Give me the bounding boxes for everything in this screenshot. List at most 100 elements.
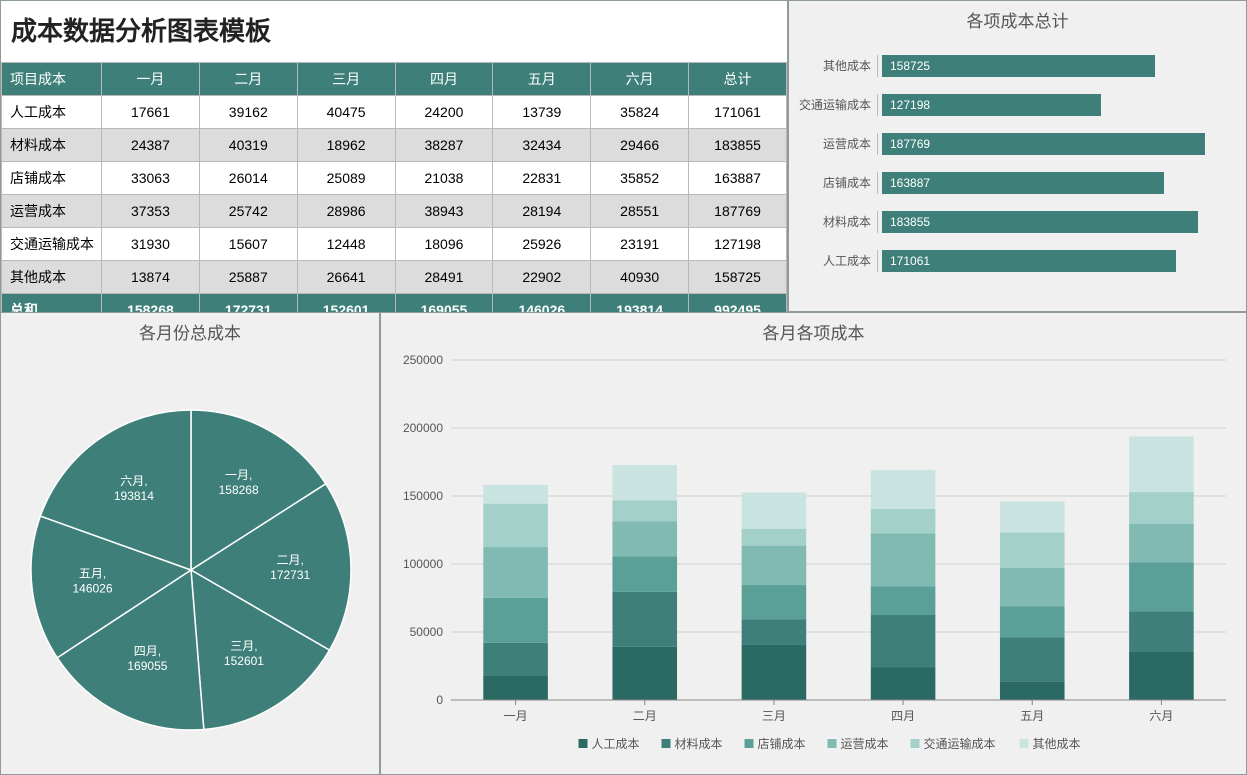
hbar-bar: 187769 [882, 133, 1205, 155]
hbar-row: 店铺成本163887 [799, 163, 1226, 202]
table-cell: 25926 [493, 228, 591, 261]
table-row: 交通运输成本3193015607124481809625926231911271… [2, 228, 787, 261]
y-axis-label: 0 [436, 693, 443, 707]
table-row-label: 人工成本 [2, 96, 102, 129]
pie-slice-label: 二月, [277, 553, 304, 567]
stacked-bar-chart: 050000100000150000200000250000一月二月三月四月五月… [381, 350, 1246, 770]
stacked-bar-segment [1129, 651, 1194, 700]
stacked-chart-title: 各月各项成本 [381, 313, 1246, 350]
x-axis-label: 四月 [891, 709, 915, 723]
hbar-track: 187769 [877, 133, 1226, 155]
stacked-bar-segment [612, 647, 677, 700]
table-row: 其他成本138742588726641284912290240930158725 [2, 261, 787, 294]
legend-swatch [911, 739, 920, 748]
hbar-track: 171061 [877, 250, 1226, 272]
hbar-row: 交通运输成本127198 [799, 85, 1226, 124]
pie-slice-value: 152601 [224, 654, 264, 668]
hbar-row: 人工成本 171061 [799, 241, 1226, 280]
hbar-row: 其他成本158725 [799, 46, 1226, 85]
table-cell: 23191 [591, 228, 689, 261]
stacked-bar-segment [1129, 524, 1194, 563]
hbar-track: 127198 [877, 94, 1226, 116]
table-cell: 37353 [102, 195, 200, 228]
stacked-bar-segment [871, 667, 936, 700]
stacked-bar-segment [871, 533, 936, 586]
legend-swatch [828, 739, 837, 748]
table-row-total: 158725 [689, 261, 787, 294]
stacked-bar-segment [483, 504, 548, 547]
table-row: 人工成本176613916240475242001373935824171061 [2, 96, 787, 129]
stacked-bar-segment [871, 509, 936, 534]
table-header-col: 六月 [591, 63, 689, 96]
table-row-label: 店铺成本 [2, 162, 102, 195]
table-cell: 29466 [591, 129, 689, 162]
y-axis-label: 150000 [403, 489, 443, 503]
table-cell: 31930 [102, 228, 200, 261]
table-row-total: 187769 [689, 195, 787, 228]
pie-slice-value: 172731 [270, 568, 310, 582]
table-cell: 17661 [102, 96, 200, 129]
table-cell: 26014 [199, 162, 297, 195]
hbar-label: 人工成本 [799, 252, 877, 269]
stacked-bar-segment [1000, 637, 1065, 681]
table-cell: 22831 [493, 162, 591, 195]
pie-slice-label: 五月, [79, 567, 106, 581]
table-cell: 38943 [395, 195, 493, 228]
table-row-total: 163887 [689, 162, 787, 195]
stacked-bar-segment [871, 470, 936, 509]
table-cell: 39162 [199, 96, 297, 129]
table-cell: 25089 [297, 162, 395, 195]
legend-swatch [662, 739, 671, 748]
table-cell: 24200 [395, 96, 493, 129]
hbar-label: 运营成本 [799, 135, 877, 152]
y-axis-label: 200000 [403, 421, 443, 435]
hbar-value: 163887 [882, 176, 930, 190]
stacked-bar-segment [612, 522, 677, 557]
stacked-bar-segment [612, 500, 677, 521]
hbar-label: 交通运输成本 [799, 96, 877, 113]
hbar-track: 158725 [877, 55, 1226, 77]
hbar-label: 材料成本 [799, 213, 877, 230]
hbar-value: 171061 [882, 254, 930, 268]
title-and-table-panel: 成本数据分析图表模板 项目成本一月二月三月四月五月六月总计 人工成本176613… [0, 0, 788, 312]
legend-swatch [745, 739, 754, 748]
stacked-bar-segment [1000, 681, 1065, 700]
stacked-bar-segment [483, 598, 548, 643]
table-row-label: 材料成本 [2, 129, 102, 162]
table-cell: 18096 [395, 228, 493, 261]
table-cell: 25742 [199, 195, 297, 228]
stacked-bar-segment [483, 547, 548, 598]
table-cell: 22902 [493, 261, 591, 294]
stacked-bar-segment [1000, 501, 1065, 532]
table-header-rowlabel: 项目成本 [2, 63, 102, 96]
stacked-bar-segment [483, 485, 548, 504]
stacked-bar-segment [742, 529, 807, 546]
table-cell: 15607 [199, 228, 297, 261]
pie-slice-value: 158268 [219, 483, 259, 497]
hbar-value: 158725 [882, 59, 930, 73]
table-cell: 13874 [102, 261, 200, 294]
x-axis-label: 六月 [1149, 709, 1173, 723]
hbar-bar: 163887 [882, 172, 1164, 194]
legend-label: 材料成本 [675, 737, 723, 751]
pie-slice-label: 一月, [225, 468, 252, 482]
stacked-bar-segment [1000, 568, 1065, 606]
pie-slice-label: 六月, [120, 474, 147, 488]
table-header-col: 五月 [493, 63, 591, 96]
table-cell: 28986 [297, 195, 395, 228]
stacked-bar-segment [871, 615, 936, 667]
pie-slice-value: 193814 [114, 489, 154, 503]
stacked-bar-segment [1129, 436, 1194, 492]
table-cell: 40475 [297, 96, 395, 129]
legend-swatch [1020, 739, 1029, 748]
table-cell: 38287 [395, 129, 493, 162]
table-cell: 18962 [297, 129, 395, 162]
hbar-row: 材料成本183855 [799, 202, 1226, 241]
totals-hbar-panel: 各项成本总计 其他成本158725交通运输成本127198运营成本187769店… [788, 0, 1247, 312]
stacked-bar-segment [1129, 611, 1194, 651]
pie-slice-value: 146026 [72, 582, 112, 596]
legend-swatch [579, 739, 588, 748]
stacked-bar-segment [612, 592, 677, 647]
stacked-bar-segment [1000, 606, 1065, 637]
table-row-label: 交通运输成本 [2, 228, 102, 261]
